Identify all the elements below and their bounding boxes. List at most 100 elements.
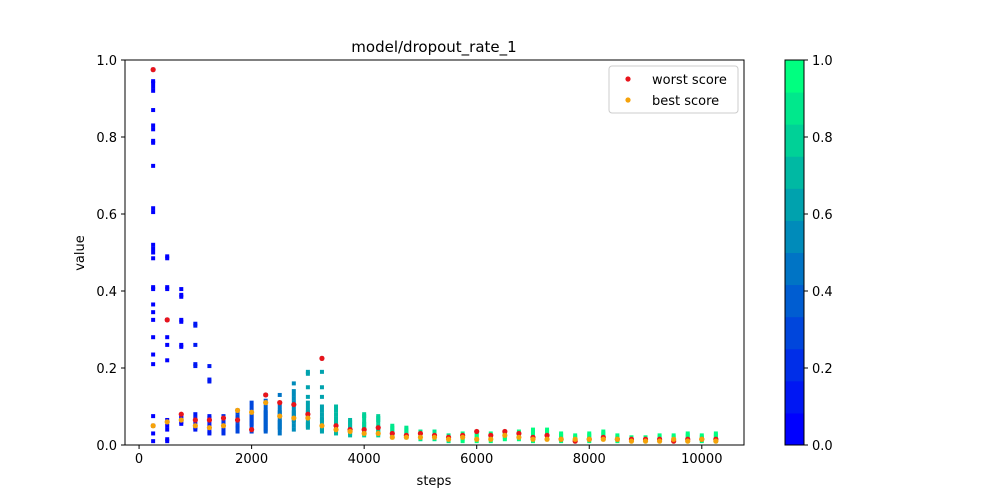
colorbar-level <box>785 92 804 125</box>
x-tick-label: 4000 <box>348 452 381 467</box>
best-score-point <box>263 400 269 406</box>
scatter-point <box>207 379 212 384</box>
best-score-point <box>445 436 452 442</box>
best-score-point <box>333 427 339 433</box>
best-score-point <box>277 413 283 419</box>
scatter-point <box>165 423 170 428</box>
worst-score-point <box>249 427 255 433</box>
scatter-point <box>305 371 310 376</box>
scatter-point <box>151 127 156 132</box>
scatter-point <box>165 335 170 340</box>
best-score-point <box>713 438 719 444</box>
scatter-point <box>291 427 296 432</box>
scatter-point <box>319 385 324 390</box>
scatter-point <box>530 431 535 436</box>
scatter-point <box>151 310 156 315</box>
scatter-point <box>263 429 268 434</box>
scatter-point <box>305 385 310 390</box>
y-tick-label: 0.2 <box>96 362 117 377</box>
colorbar-level <box>785 124 804 157</box>
best-score-point <box>347 428 353 435</box>
scatter-point <box>291 392 296 397</box>
worst-score-point <box>164 317 170 323</box>
scatter-point <box>291 396 296 401</box>
legend-label-best-score: best score <box>652 94 719 109</box>
best-score-point <box>628 438 635 444</box>
best-score-point <box>291 415 297 421</box>
scatter-point <box>151 84 156 89</box>
scatter-point <box>151 140 156 145</box>
best-score-point <box>600 436 606 442</box>
best-score-point <box>530 436 536 442</box>
colorbar-level <box>785 380 804 414</box>
x-tick-label: 6000 <box>460 452 493 467</box>
scatter-point <box>179 421 184 426</box>
scatter-point <box>291 389 296 394</box>
worst-score-point <box>544 432 550 438</box>
colorbar-tick-label: 0.6 <box>812 208 833 223</box>
best-score-point <box>192 423 198 429</box>
best-score-point <box>319 423 325 429</box>
scatter-point <box>151 210 156 215</box>
scatter-point <box>277 404 282 409</box>
scatter-point <box>362 416 367 421</box>
worst-score-point <box>220 415 227 421</box>
scatter-point <box>151 206 156 211</box>
scatter-point <box>460 439 465 444</box>
scatter-point <box>319 394 324 399</box>
scatter-point <box>151 335 156 340</box>
scatter-point <box>151 302 156 307</box>
scatter-point <box>319 429 324 434</box>
worst-score-point <box>375 425 381 431</box>
scatter-point <box>165 287 170 292</box>
scatter-point <box>193 427 198 432</box>
y-tick-label: 0.0 <box>96 439 117 454</box>
best-score-point <box>488 436 494 442</box>
scatter-point <box>235 425 240 430</box>
colorbar-level <box>785 220 804 253</box>
worst-score-point <box>178 411 184 417</box>
best-score-point <box>417 434 424 440</box>
scatter-point <box>263 404 268 409</box>
scatter-point <box>151 352 156 357</box>
scatter-point <box>277 392 282 397</box>
colorbar-levels <box>785 60 804 446</box>
plot-frame <box>124 59 745 446</box>
scatter-point <box>179 344 184 349</box>
scatter-point <box>319 408 324 413</box>
best-score-point <box>206 425 213 431</box>
scatter-point <box>179 319 184 324</box>
best-score-point <box>164 419 170 425</box>
scatter-point <box>151 123 156 128</box>
scatter-point <box>221 431 226 436</box>
worst-score-point <box>150 67 156 73</box>
worst-score-point <box>206 417 213 423</box>
plot-area: 0 2000 4000 6000 8000 10000 0.0 0.2 0.4 0.6 0.8 1.… <box>96 54 745 467</box>
scatter-point <box>277 427 282 432</box>
best-score-point <box>474 436 480 442</box>
scatter-point <box>376 419 381 424</box>
worst-score-point <box>192 417 198 423</box>
worst-score-point <box>333 423 339 429</box>
x-tick-label: 2000 <box>235 452 268 467</box>
scatter-point <box>334 431 339 436</box>
chart-title: model/dropout_rate_1 <box>351 38 516 57</box>
scatter-point <box>151 250 156 255</box>
best-score-point <box>305 415 311 421</box>
best-score-point <box>642 438 649 444</box>
best-score-point <box>685 438 691 444</box>
best-score-point <box>220 423 227 429</box>
scatter-point <box>305 394 310 399</box>
best-score-point <box>375 430 381 437</box>
best-score-point <box>234 407 241 413</box>
worst-score-point <box>263 392 269 398</box>
colorbar-level <box>785 156 804 189</box>
scatter-point <box>249 423 254 428</box>
scatter-point <box>151 163 156 168</box>
legend-marker-best-score <box>625 97 631 103</box>
x-axis-ticks: 0 2000 4000 6000 8000 10000 <box>135 445 722 467</box>
best-score-point <box>558 436 564 442</box>
best-score-point <box>150 423 156 429</box>
colorbar-level <box>785 284 804 318</box>
